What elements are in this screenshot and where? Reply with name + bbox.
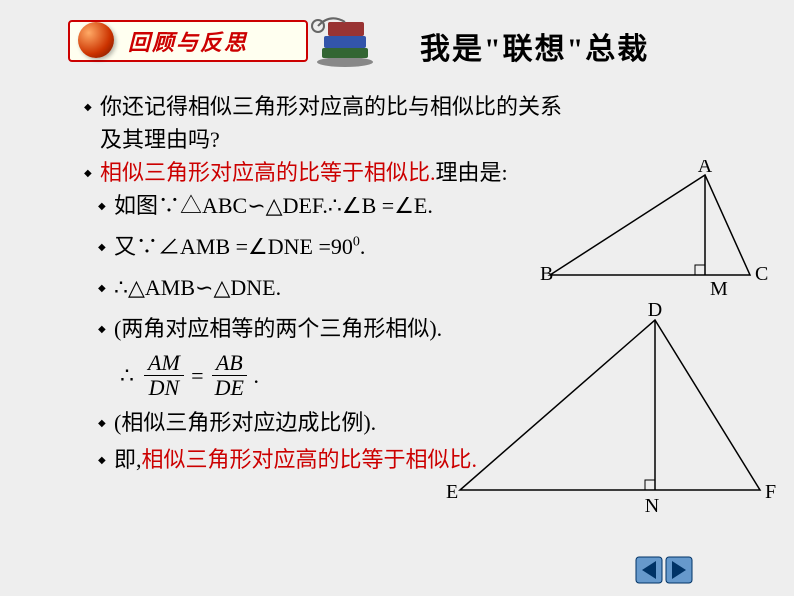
label-E: E [446, 481, 458, 503]
question-line-2: 及其理由吗? [100, 123, 760, 156]
label-A: A [698, 160, 713, 177]
l3-sup: 0 [353, 235, 360, 250]
label-M: M [710, 278, 728, 300]
slide-title: 我是"联想"总裁 [420, 24, 649, 68]
frac-2: AB DE [211, 351, 248, 400]
triangle-def: D E F N [440, 300, 780, 520]
banner-text: 回顾与反思 [128, 25, 248, 57]
l7-pre: 即, [114, 447, 142, 472]
label-C: C [755, 263, 768, 285]
label-N: N [645, 495, 659, 517]
books-icon [310, 8, 380, 68]
frac-1: AM DN [144, 351, 184, 400]
nav-icon[interactable] [634, 555, 694, 585]
nav-buttons [634, 555, 694, 590]
equals: = [190, 363, 205, 389]
l3-pre: 又∵∠AMB =∠DNE =90 [114, 234, 353, 259]
answer-red: 相似三角形对应高的比等于相似比. [100, 160, 436, 185]
therefore-symbol: ∴ [120, 363, 134, 389]
l3-post: . [360, 234, 366, 259]
triangle-abc: A B C M [530, 160, 780, 300]
frac2-num: AB [212, 351, 247, 376]
answer-tail: 理由是: [436, 160, 508, 185]
label-F: F [765, 481, 776, 503]
sphere-icon [78, 22, 114, 58]
question-line-1: 你还记得相似三角形对应高的比与相似比的关系 [100, 90, 760, 123]
frac1-num: AM [144, 351, 184, 376]
label-B: B [540, 263, 553, 285]
l7-red: 相似三角形对应高的比等于相似比. [142, 447, 478, 472]
header-region: 回顾与反思 我是"联想"总裁 [20, 8, 780, 78]
frac2-den: DE [211, 376, 248, 400]
label-D: D [648, 300, 662, 321]
frac1-den: DN [145, 376, 184, 400]
frac-dot: . [254, 363, 260, 389]
